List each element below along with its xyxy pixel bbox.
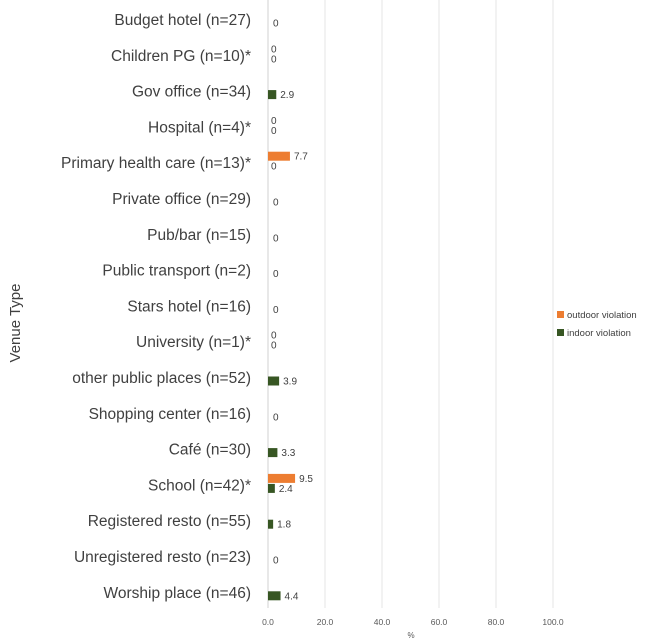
bars xyxy=(268,90,296,601)
x-tick-labels: 0.0 20.0 40.0 60.0 80.0 100.0 xyxy=(262,617,564,627)
x-tick-label: 40.0 xyxy=(374,617,391,627)
category-label: Gov office (n=34) xyxy=(132,84,251,101)
indoor-data-label: 0 xyxy=(271,126,277,137)
category-label: University (n=1)* xyxy=(136,334,251,351)
indoor-data-label: 1.8 xyxy=(277,520,291,531)
indoor-violation-bar xyxy=(268,376,280,386)
indoor-violation-bar xyxy=(268,591,281,601)
indoor-data-label: 3.9 xyxy=(283,377,297,388)
category-label: Shopping center (n=16) xyxy=(89,406,251,423)
indoor-data-label: 2.4 xyxy=(279,484,293,495)
indoor-data-label: 0 xyxy=(273,19,279,30)
x-axis-title: % xyxy=(407,631,414,640)
outdoor-data-label: 0 xyxy=(271,331,277,342)
legend-swatch xyxy=(557,311,564,318)
indoor-data-label: 4.4 xyxy=(285,591,299,602)
x-tick-label: 80.0 xyxy=(488,617,505,627)
outdoor-data-label: 0 xyxy=(271,116,277,127)
indoor-violation-bar xyxy=(268,90,277,100)
indoor-data-label: 0 xyxy=(273,198,279,209)
indoor-data-label: 0 xyxy=(273,233,279,244)
indoor-violation-bar xyxy=(268,448,278,458)
legend: outdoor violation indoor violation xyxy=(557,310,637,339)
indoor-data-label: 0 xyxy=(271,162,277,173)
outdoor-data-label: 9.5 xyxy=(299,474,313,485)
x-tick-label: 20.0 xyxy=(317,617,334,627)
category-label: Café (n=30) xyxy=(169,442,251,459)
outdoor-data-label: 0 xyxy=(271,44,277,55)
category-label: Worship place (n=46) xyxy=(104,585,251,602)
indoor-data-label: 3.3 xyxy=(281,448,295,459)
category-label: Stars hotel (n=16) xyxy=(127,298,251,315)
indoor-data-label: 0 xyxy=(273,556,279,567)
outdoor-violation-bar xyxy=(268,473,296,483)
category-label: Budget hotel (n=27) xyxy=(114,12,251,29)
indoor-data-label: 0 xyxy=(273,412,279,423)
category-labels: Budget hotel (n=27) Children PG (n=10)* Go… xyxy=(61,12,251,602)
category-label: other public places (n=52) xyxy=(72,370,251,387)
category-label: Registered resto (n=55) xyxy=(88,513,251,530)
category-label: Hospital (n=4)* xyxy=(148,119,251,136)
category-label: Public transport (n=2) xyxy=(102,263,251,280)
outdoor-violation-bar xyxy=(268,151,290,161)
legend-label: indoor violation xyxy=(567,328,631,339)
indoor-data-label: 0 xyxy=(271,54,277,65)
x-tick-label: 100.0 xyxy=(542,617,564,627)
y-axis-title: Venue Type xyxy=(7,284,24,363)
category-label: School (n=42)* xyxy=(148,477,251,494)
x-tick-label: 60.0 xyxy=(431,617,448,627)
indoor-data-label: 0 xyxy=(273,269,279,280)
category-label: Primary health care (n=13)* xyxy=(61,155,251,172)
indoor-data-label: 0 xyxy=(273,305,279,316)
category-label: Private office (n=29) xyxy=(112,191,251,208)
category-label: Unregistered resto (n=23) xyxy=(74,549,251,566)
legend-label: outdoor violation xyxy=(567,310,637,321)
indoor-data-label: 0 xyxy=(271,341,277,352)
category-label: Pub/bar (n=15) xyxy=(147,227,251,244)
x-tick-label: 0.0 xyxy=(262,617,274,627)
indoor-data-label: 2.9 xyxy=(280,90,294,101)
category-label: Children PG (n=10)* xyxy=(111,48,251,65)
gridlines xyxy=(267,0,554,608)
indoor-violation-bar xyxy=(268,519,274,529)
legend-swatch xyxy=(557,329,564,336)
outdoor-data-label: 7.7 xyxy=(294,152,308,163)
indoor-violation-bar xyxy=(268,483,275,493)
